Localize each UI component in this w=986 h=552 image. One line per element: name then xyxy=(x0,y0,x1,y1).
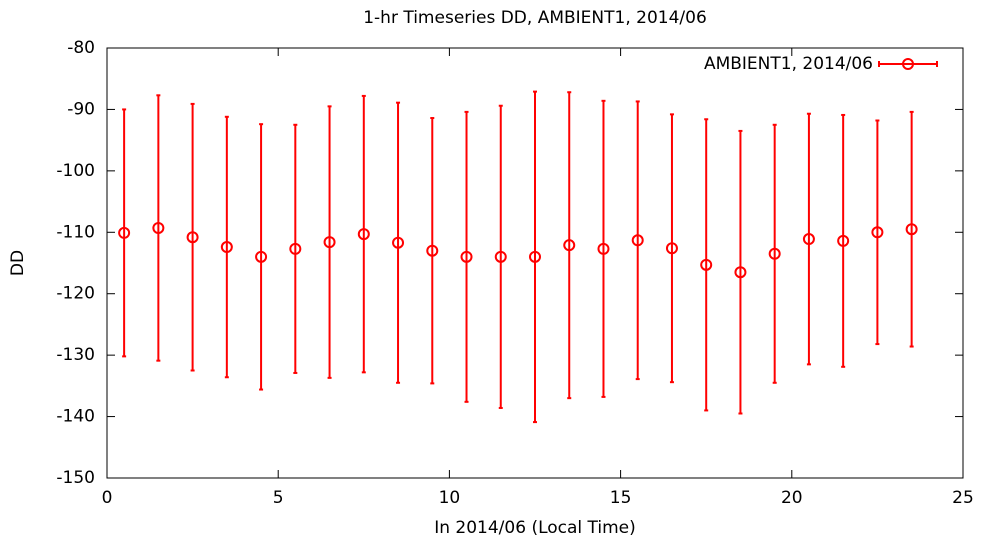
y-axis-label: DD xyxy=(8,250,28,276)
point xyxy=(734,266,747,279)
point xyxy=(152,221,165,234)
x-axis-label: In 2014/06 (Local Time) xyxy=(434,518,636,538)
point xyxy=(220,241,233,254)
point xyxy=(563,239,576,252)
y-tick-label: -150 xyxy=(56,468,95,488)
point xyxy=(357,228,370,241)
point xyxy=(871,226,884,239)
chart-title: 1-hr Timeseries DD, AMBIENT1, 2014/06 xyxy=(363,8,707,28)
x-tick-label: 20 xyxy=(781,488,803,508)
y-tick-label: -80 xyxy=(67,38,95,58)
point xyxy=(768,247,781,260)
x-tick-label: 25 xyxy=(952,488,974,508)
point xyxy=(631,234,644,247)
point xyxy=(837,234,850,247)
point xyxy=(118,226,131,239)
point xyxy=(289,242,302,255)
y-tick-label: -110 xyxy=(56,222,95,242)
point xyxy=(426,244,439,257)
point xyxy=(392,236,405,249)
y-tick-label: -140 xyxy=(56,407,95,427)
y-tick-label: -90 xyxy=(67,99,95,119)
point xyxy=(255,250,268,263)
x-tick-label: 0 xyxy=(102,488,113,508)
point xyxy=(494,250,507,263)
point xyxy=(186,231,199,244)
point xyxy=(529,250,541,263)
plot-frame xyxy=(106,47,964,479)
point xyxy=(323,236,336,249)
point xyxy=(597,242,610,255)
x-tick-label: 5 xyxy=(273,488,284,508)
x-tick-label: 15 xyxy=(610,488,632,508)
y-tick-label: -130 xyxy=(56,345,95,365)
legend-swatch xyxy=(902,58,914,70)
point xyxy=(700,258,713,271)
legend-label: AMBIENT1, 2014/06 xyxy=(704,54,873,74)
point xyxy=(460,250,473,263)
point xyxy=(802,233,815,246)
point xyxy=(905,223,918,236)
y-tick-label: -120 xyxy=(56,284,95,304)
point xyxy=(665,242,678,255)
x-tick-label: 10 xyxy=(439,488,461,508)
y-tick-label: -100 xyxy=(56,161,95,181)
